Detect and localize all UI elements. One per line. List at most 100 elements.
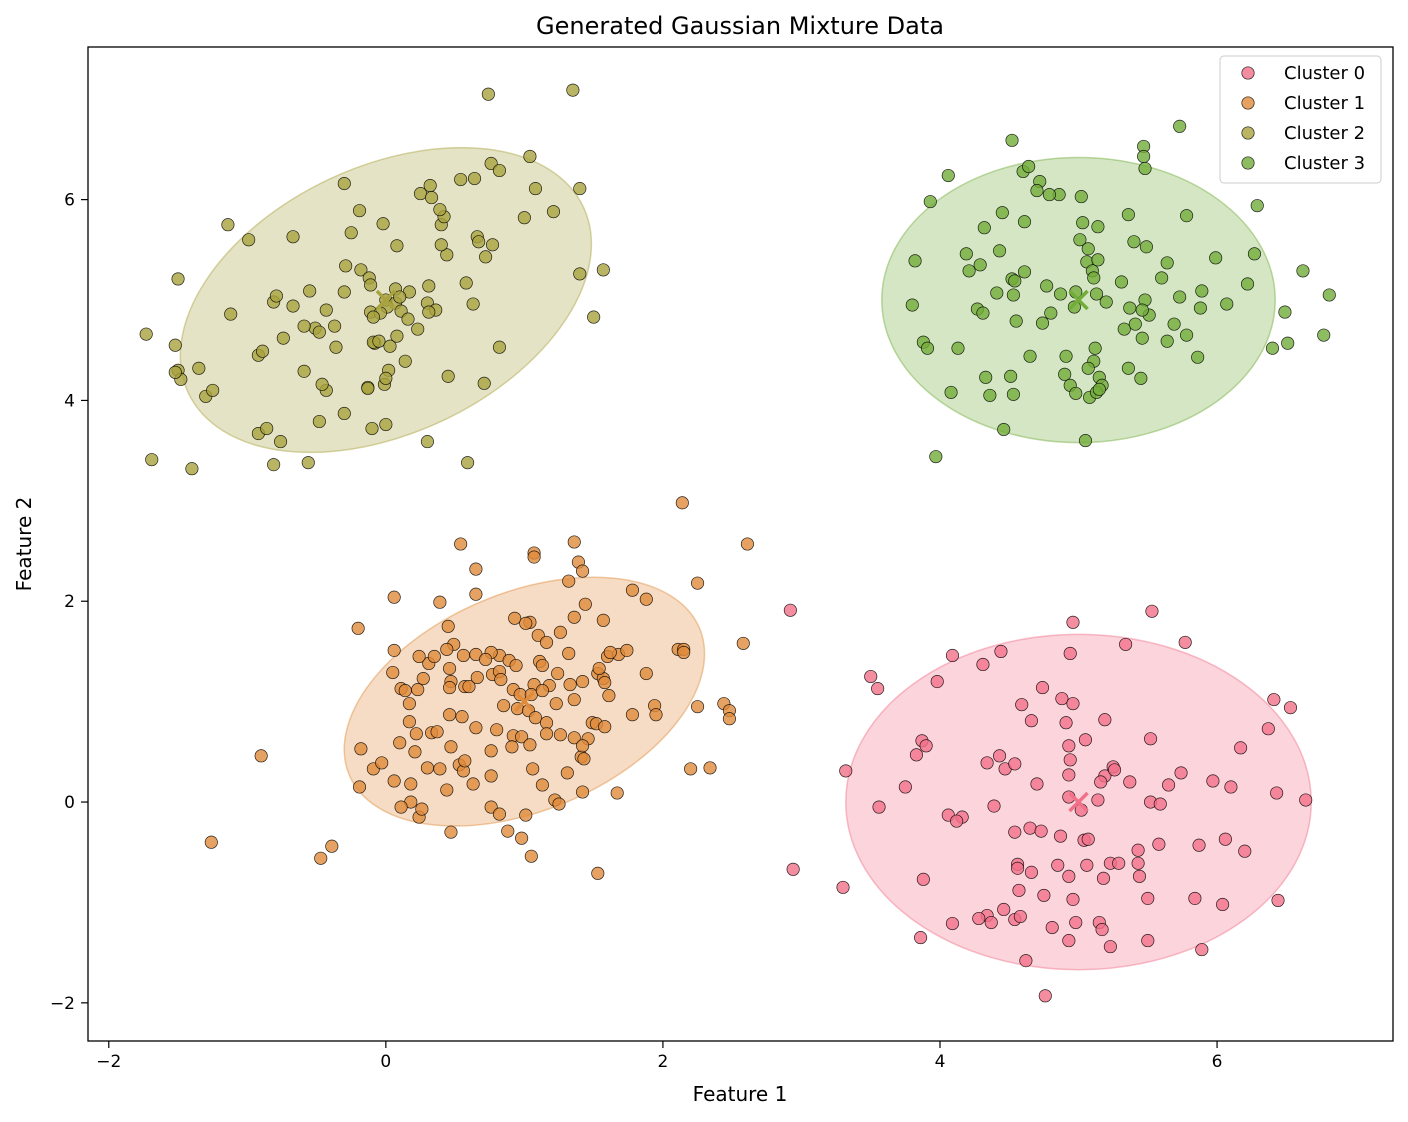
cluster-0-point <box>1131 856 1145 870</box>
cluster-1-point <box>508 611 522 625</box>
cluster-0-point <box>1011 861 1025 875</box>
cluster-2-point <box>596 263 610 277</box>
cluster-3-point <box>1281 336 1295 350</box>
cluster-2-point <box>401 312 415 326</box>
cluster-3-point <box>1123 301 1137 315</box>
cluster-0-point <box>1053 829 1068 843</box>
cluster-1-point <box>567 535 581 549</box>
x-tick-label: 6 <box>1212 1052 1223 1072</box>
cluster-3-point <box>1180 209 1194 223</box>
cluster-2-point <box>425 191 439 205</box>
cluster-2-point <box>546 205 561 219</box>
cluster-2-point <box>467 171 482 186</box>
cluster-0-point <box>836 880 850 894</box>
cluster-1-point <box>540 716 554 730</box>
cluster-0-point <box>1063 646 1077 660</box>
cluster-1-point <box>469 587 483 601</box>
cluster-3-point <box>1004 369 1018 383</box>
cluster-2-point <box>337 176 351 191</box>
cluster-1-point <box>387 590 401 604</box>
legend-label: Cluster 1 <box>1284 93 1365 114</box>
cluster-3-point <box>923 195 937 209</box>
cluster-3-point <box>1220 297 1234 311</box>
cluster-2-point <box>454 172 468 187</box>
cluster-3-point <box>1030 184 1044 198</box>
cluster-2-point <box>301 456 315 470</box>
cluster-3-point <box>1040 279 1054 293</box>
cluster-1-point <box>394 800 408 814</box>
legend-marker <box>1241 96 1255 110</box>
cluster-2-point <box>328 319 342 333</box>
cluster-0-point <box>786 862 800 876</box>
cluster-0-point <box>916 872 930 886</box>
cluster-1-point <box>535 658 549 673</box>
cluster-3-point <box>1073 233 1087 247</box>
cluster-1-point <box>519 616 533 630</box>
cluster-1-point <box>567 731 581 745</box>
cluster-1-point <box>523 738 537 752</box>
cluster-2-point <box>354 263 368 277</box>
cluster-3-point <box>908 254 922 268</box>
cluster-3-point <box>1317 328 1331 342</box>
cluster-3-point <box>1081 242 1095 256</box>
cluster-0-point <box>1024 714 1038 728</box>
cluster-1-point <box>430 725 444 739</box>
cluster-1-point <box>466 777 480 791</box>
cluster-3-point <box>1067 300 1081 314</box>
cluster-1-point <box>254 749 268 763</box>
cluster-1-point <box>351 621 365 635</box>
center-marker-stroke <box>1068 791 1089 813</box>
cluster-3-point <box>1121 208 1135 222</box>
cluster-1-point <box>691 700 705 714</box>
cluster-2-point <box>315 377 329 391</box>
cluster-1-point <box>526 762 540 776</box>
cluster-3-point <box>1240 277 1255 291</box>
cluster-1-point <box>352 780 367 794</box>
cluster-1-point <box>454 537 468 551</box>
cluster-1-point <box>736 636 750 650</box>
cluster-1-point <box>402 697 416 711</box>
cluster-0-point <box>1238 844 1252 858</box>
cluster-3-point <box>1160 256 1174 270</box>
legend: Cluster 0 Cluster 1 Cluster 2 Cluster 3 <box>1219 55 1382 184</box>
cluster-0-point <box>1299 793 1313 807</box>
cluster-0-point <box>1030 777 1044 791</box>
cluster-0-point <box>980 756 994 770</box>
cluster-0-point <box>1008 825 1022 839</box>
cluster-0-point <box>1218 832 1232 846</box>
cluster-0-point <box>839 764 853 778</box>
cluster-3-point <box>929 450 943 464</box>
cluster-3-point <box>1167 317 1181 331</box>
cluster-1-point <box>576 785 590 799</box>
cluster-0-point <box>1144 732 1158 746</box>
cluster-0-point <box>914 931 928 945</box>
cluster-3-point <box>1322 288 1336 302</box>
cluster-3-point <box>1195 284 1209 298</box>
x-tick-label: 0 <box>380 1052 391 1072</box>
cluster-1-point <box>563 678 577 692</box>
cluster-2-point <box>312 325 326 339</box>
cluster-0-point <box>1091 793 1105 807</box>
cluster-2-point <box>286 230 300 244</box>
cluster-1-point <box>479 652 493 667</box>
cluster-2-point <box>441 369 455 383</box>
legend-label: Cluster 0 <box>1284 63 1365 84</box>
cluster-2-point <box>472 235 486 249</box>
cluster-1-point <box>675 496 689 510</box>
cluster-2-point <box>276 331 290 345</box>
cluster-0-point <box>1038 989 1052 1003</box>
cluster-1-point <box>625 708 639 722</box>
cluster-1-point <box>524 849 538 863</box>
cluster-2-point <box>459 276 473 290</box>
cluster-2-point <box>329 340 343 354</box>
cluster-3-point <box>1209 251 1223 265</box>
cluster-0-point <box>898 780 912 794</box>
cluster-0-point <box>871 682 885 696</box>
cluster-3-point <box>1265 341 1280 355</box>
cluster-2-point <box>422 305 436 319</box>
cluster-2-point <box>352 204 367 218</box>
cluster-2-point <box>411 322 425 336</box>
cluster-3-point <box>1087 271 1101 285</box>
cluster-0-point <box>1055 692 1069 706</box>
cluster-0-point <box>1063 753 1077 767</box>
